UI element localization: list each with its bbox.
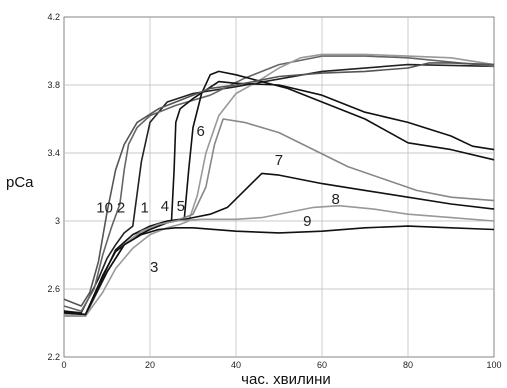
tick-labels: 0 20 40 60 80 100 2.2 2.6 3 3.4 3.8 4.2 bbox=[47, 12, 501, 370]
x-tick-label: 80 bbox=[403, 360, 413, 370]
y-axis-title: pCa bbox=[6, 174, 34, 191]
series-line-4 bbox=[63, 80, 495, 316]
y-tick-label: 2.6 bbox=[47, 284, 60, 294]
y-tick-label: 2.2 bbox=[47, 352, 60, 362]
curve-label-7: 7 bbox=[275, 152, 283, 169]
y-tick-label: 3 bbox=[55, 216, 60, 226]
plot-area bbox=[63, 16, 495, 358]
series-line-1 bbox=[63, 63, 495, 314]
curve-label-5: 5 bbox=[177, 198, 185, 215]
series-line-9 bbox=[63, 225, 495, 316]
series-line-10 bbox=[63, 62, 495, 307]
series-line-5 bbox=[63, 70, 495, 316]
curve-label-9: 9 bbox=[303, 213, 311, 230]
curve-label-6: 6 bbox=[196, 123, 204, 140]
x-axis-title: час. хвилини bbox=[241, 371, 331, 388]
curve-label-4: 4 bbox=[161, 198, 169, 215]
x-tick-label: 100 bbox=[486, 360, 501, 370]
curve-labels: 10 2 1 4 5 6 7 8 9 3 bbox=[96, 123, 340, 276]
gridlines bbox=[64, 17, 494, 357]
curve-label-8: 8 bbox=[331, 191, 339, 208]
curve-label-10: 10 bbox=[96, 200, 113, 217]
series-line-2 bbox=[63, 55, 495, 312]
y-tick-label: 3.8 bbox=[47, 80, 60, 90]
x-tick-label: 20 bbox=[145, 360, 155, 370]
curve-label-3: 3 bbox=[150, 259, 158, 276]
curve-label-1: 1 bbox=[141, 200, 149, 217]
x-tick-label: 40 bbox=[231, 360, 241, 370]
curve-label-2: 2 bbox=[117, 200, 125, 217]
x-tick-label: 0 bbox=[61, 360, 66, 370]
x-tick-label: 60 bbox=[317, 360, 327, 370]
y-tick-label: 4.2 bbox=[47, 12, 60, 22]
y-tick-label: 3.4 bbox=[47, 148, 60, 158]
series-layer bbox=[63, 53, 495, 317]
series-line-3 bbox=[64, 53, 495, 317]
